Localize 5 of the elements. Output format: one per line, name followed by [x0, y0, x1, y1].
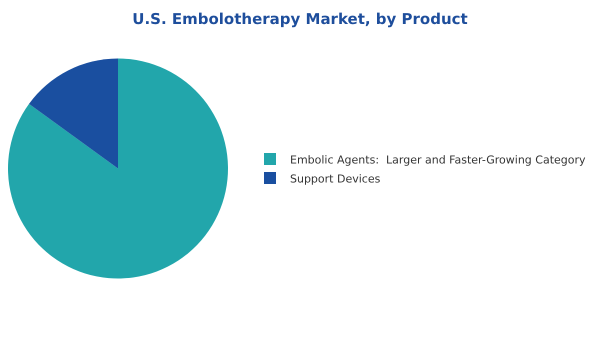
- chart-title: U.S. Embolotherapy Market, by Product: [132, 10, 468, 28]
- legend-label: Embolic Agents: Larger and Faster-Growing Category: [290, 153, 586, 166]
- pie-slice: [8, 58, 228, 278]
- pie-slice: [29, 58, 118, 168]
- legend-label: Support Devices: [290, 172, 381, 186]
